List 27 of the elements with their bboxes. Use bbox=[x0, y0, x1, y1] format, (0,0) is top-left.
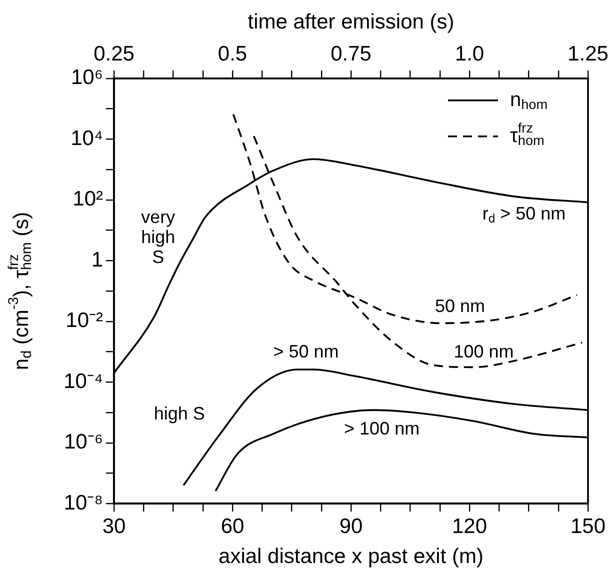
x2-tick-label: 0.5 bbox=[218, 42, 248, 66]
x2-tick-label: 0.75 bbox=[330, 42, 372, 66]
x-tick-label: 30 bbox=[102, 514, 126, 538]
annotation: > 100 nm bbox=[344, 418, 420, 439]
y-tick-label: 1 bbox=[91, 248, 103, 272]
y-tick-label: 10⁻⁸ bbox=[64, 491, 103, 514]
y-axis-title: nd (cm-3), τfrzhom (s) bbox=[6, 212, 36, 370]
annotation: high S bbox=[154, 403, 205, 424]
y-tick-label: 10² bbox=[72, 188, 103, 211]
y-tick-label: 10⁻⁴ bbox=[64, 370, 103, 393]
x2-axis-title: time after emission (s) bbox=[248, 10, 454, 34]
y-tick-label: 10⁻⁶ bbox=[64, 430, 103, 454]
annotation: very high S bbox=[141, 206, 176, 267]
x2-tick-label: 0.25 bbox=[94, 42, 134, 66]
y-tick-label: 10⁻² bbox=[66, 309, 103, 332]
annotation: 100 nm bbox=[454, 342, 514, 362]
x2-tick-label: 1.0 bbox=[454, 42, 484, 66]
x-tick-label: 150 bbox=[570, 514, 606, 538]
x-tick-label: 90 bbox=[339, 514, 363, 538]
x-tick-label: 120 bbox=[452, 514, 488, 538]
y-tick-label: 10⁴ bbox=[70, 126, 103, 150]
x-axis-title: axial distance x past exit (m) bbox=[218, 545, 484, 568]
x2-tick-label: 1.25 bbox=[568, 42, 608, 66]
annotation: > 50 nm bbox=[273, 342, 339, 362]
x-tick-label: 60 bbox=[220, 514, 244, 538]
annotation: 50 nm bbox=[435, 296, 486, 316]
y-tick-label: 10⁶ bbox=[70, 66, 103, 90]
